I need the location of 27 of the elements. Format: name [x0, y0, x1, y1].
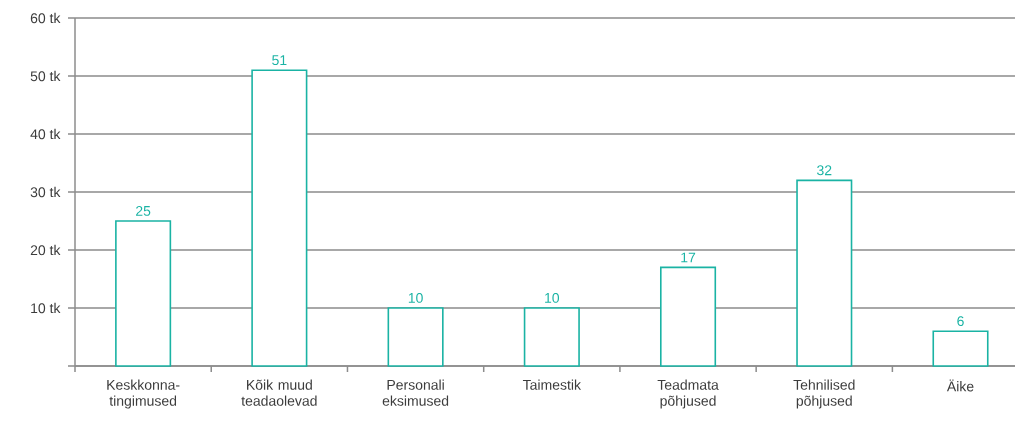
bar — [932, 330, 989, 367]
x-tick-label: Tehnilised põhjused — [793, 379, 855, 409]
y-tick-label: 40 tk — [30, 128, 61, 140]
bar — [796, 179, 853, 367]
bar — [251, 69, 308, 367]
data-label: 32 — [817, 165, 832, 176]
y-tick-label: 10 tk — [31, 302, 61, 314]
data-label: 6 — [957, 316, 964, 327]
bar — [115, 220, 172, 367]
x-tick-label: Personali eksimused — [382, 379, 449, 406]
bar — [659, 266, 717, 367]
y-tick-label: 20 tk — [30, 244, 61, 256]
y-tick-label: 30 tk — [30, 186, 61, 198]
y-tick-label: 50 tk — [30, 70, 61, 82]
x-tick-label: Taimestik — [522, 379, 582, 390]
y-tick-label: 60 tk — [30, 12, 61, 24]
x-tick-label: Kõik muud teadaolevad — [241, 379, 317, 406]
data-label: 25 — [136, 205, 151, 216]
bar — [523, 307, 580, 367]
x-tick-label: Äike — [946, 379, 974, 392]
x-tick-label: Teadmata põhjused — [657, 379, 719, 409]
data-label: 17 — [681, 252, 696, 263]
data-label: 10 — [545, 292, 560, 303]
data-label: 10 — [408, 292, 423, 303]
data-label: 51 — [272, 55, 287, 66]
x-tick-label: Keskkonna-tingimused — [107, 379, 180, 409]
bar — [387, 307, 444, 367]
